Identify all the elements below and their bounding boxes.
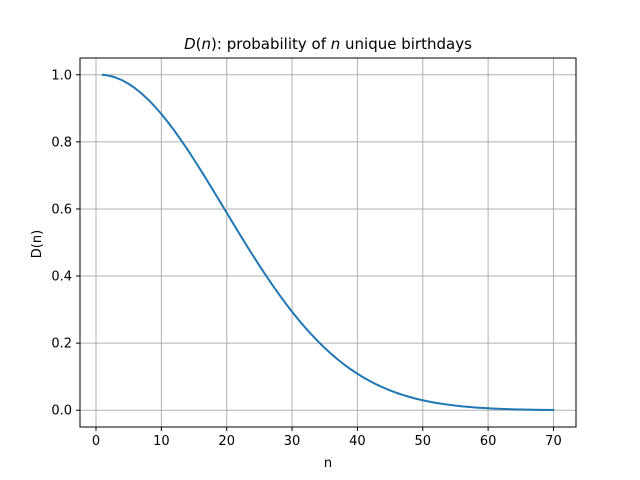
x-tick-label: 0 [92, 434, 100, 449]
title-part-n: n [202, 35, 212, 53]
y-tick-label: 0.0 [51, 404, 72, 419]
x-tick-label: 30 [284, 434, 301, 449]
plot-frame [79, 57, 577, 428]
x-tick-label: 70 [545, 434, 562, 449]
x-axis-label: n [324, 456, 332, 471]
plot-lines [101, 73, 555, 411]
x-tick-label: 20 [218, 434, 235, 449]
title-part-n-2: n [331, 35, 341, 53]
y-tick-label: 1.0 [51, 68, 72, 83]
ticks: 0 10 20 30 40 50 60 70 0.0 0.2 0.4 0.6 0.8 1.0 [51, 68, 561, 449]
title-part-d: D [184, 35, 196, 53]
x-tick-label: 50 [414, 434, 431, 449]
series-line [101, 73, 555, 411]
title-part-middle: ): probability of [211, 35, 331, 53]
y-tick-label: 0.6 [51, 202, 72, 217]
x-tick-label: 40 [349, 434, 366, 449]
y-tick-label: 0.4 [51, 270, 72, 285]
x-tick-label: 10 [153, 434, 170, 449]
title-part-end: unique birthdays [340, 35, 472, 53]
y-tick-label: 0.8 [51, 135, 72, 150]
grid [80, 58, 576, 427]
y-axis-label: D(n) [30, 230, 45, 258]
title-part-open-paren: ( [196, 35, 202, 53]
chart-title: D(n): probability of n unique birthdays [184, 35, 472, 53]
x-tick-label: 60 [480, 434, 497, 449]
y-tick-label: 0.2 [51, 337, 72, 352]
